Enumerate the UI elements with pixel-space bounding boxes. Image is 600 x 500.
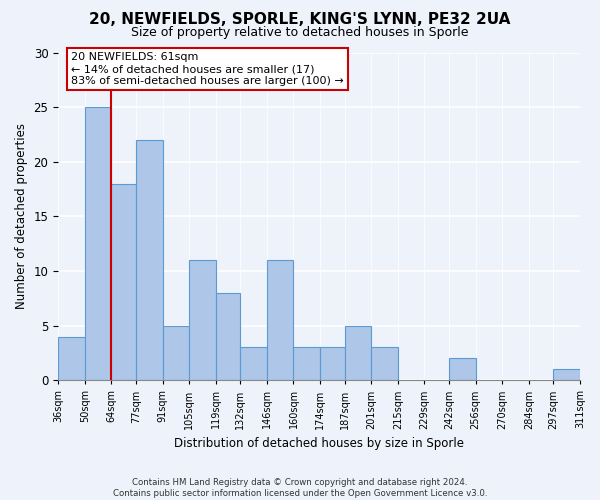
Bar <box>189 260 215 380</box>
Bar <box>320 348 344 380</box>
Bar <box>449 358 476 380</box>
Bar <box>241 348 267 380</box>
Bar <box>215 293 241 380</box>
Bar <box>85 107 111 380</box>
Bar <box>267 260 293 380</box>
X-axis label: Distribution of detached houses by size in Sporle: Distribution of detached houses by size … <box>174 437 464 450</box>
Bar <box>371 348 398 380</box>
Bar <box>293 348 320 380</box>
Bar <box>344 326 371 380</box>
Text: Contains HM Land Registry data © Crown copyright and database right 2024.
Contai: Contains HM Land Registry data © Crown c… <box>113 478 487 498</box>
Bar <box>111 184 136 380</box>
Text: 20, NEWFIELDS, SPORLE, KING'S LYNN, PE32 2UA: 20, NEWFIELDS, SPORLE, KING'S LYNN, PE32… <box>89 12 511 28</box>
Y-axis label: Number of detached properties: Number of detached properties <box>15 124 28 310</box>
Bar <box>163 326 189 380</box>
Text: 20 NEWFIELDS: 61sqm
← 14% of detached houses are smaller (17)
83% of semi-detach: 20 NEWFIELDS: 61sqm ← 14% of detached ho… <box>71 52 344 86</box>
Bar <box>553 370 580 380</box>
Text: Size of property relative to detached houses in Sporle: Size of property relative to detached ho… <box>131 26 469 39</box>
Bar <box>136 140 163 380</box>
Bar <box>58 336 85 380</box>
